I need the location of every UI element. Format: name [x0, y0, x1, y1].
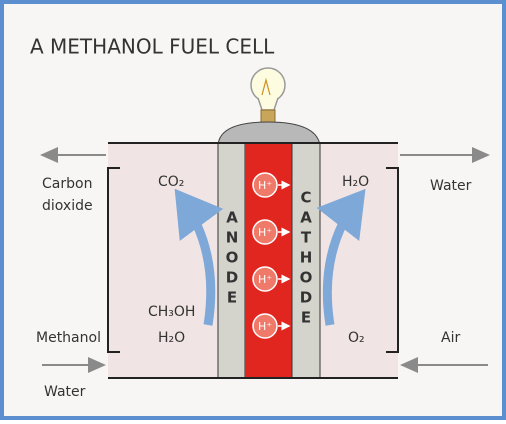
cathode-letter: O [300, 269, 313, 287]
diagram: A METHANOL FUEL CELL CarbondioxideCO₂CH₃… [0, 0, 506, 420]
proton-label: H⁺ [258, 273, 272, 286]
label: Methanol [36, 330, 101, 346]
label: Water [430, 178, 472, 194]
label: Carbon [42, 176, 92, 192]
cathode-letter: E [301, 309, 311, 327]
cathode-letter: H [300, 249, 313, 267]
cathode-letter: C [300, 189, 311, 207]
proton-label: H⁺ [258, 226, 272, 239]
anode-letter: O [226, 249, 239, 267]
proton-label: H⁺ [258, 320, 272, 333]
gas: H₂O [342, 174, 369, 190]
label: Water [44, 384, 86, 400]
proton-label: H⁺ [258, 179, 272, 192]
cathode-letter: D [300, 289, 312, 307]
gas: H₂O [158, 330, 185, 346]
anode-letter: N [226, 229, 239, 247]
anode-letter: E [227, 289, 237, 307]
label: Air [441, 330, 460, 346]
cathode-letter: A [300, 209, 312, 227]
cathode-letter: T [301, 229, 312, 247]
anode-letter: D [226, 269, 238, 287]
gas: CO₂ [158, 174, 184, 190]
label: dioxide [42, 198, 93, 214]
title: A METHANOL FUEL CELL [30, 35, 275, 59]
anode-letter: A [226, 209, 238, 227]
gas: O₂ [348, 330, 365, 346]
gas: CH₃OH [148, 304, 195, 320]
